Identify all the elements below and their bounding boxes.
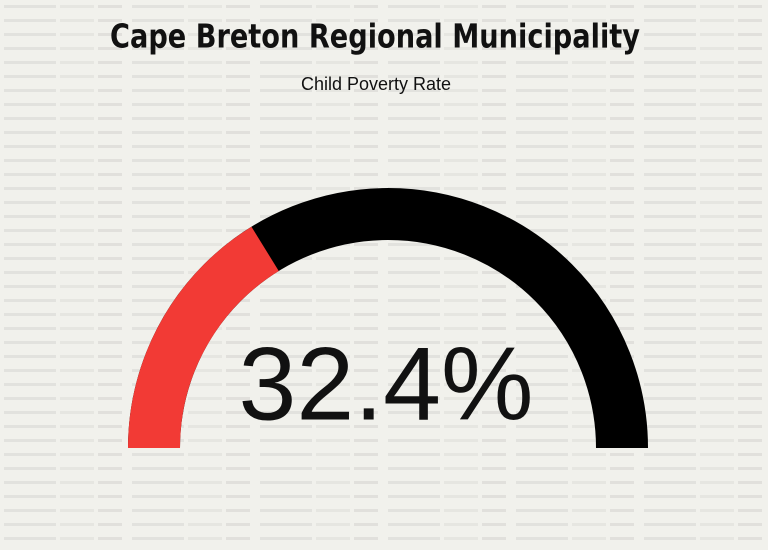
- gauge-value-arc: [128, 226, 280, 449]
- gauge: [128, 188, 648, 449]
- chart-subtitle: Child Poverty Rate: [301, 74, 451, 94]
- chart-title: Cape Breton Regional Municipality: [110, 17, 640, 56]
- gauge-value-label: 32.4%: [239, 326, 534, 442]
